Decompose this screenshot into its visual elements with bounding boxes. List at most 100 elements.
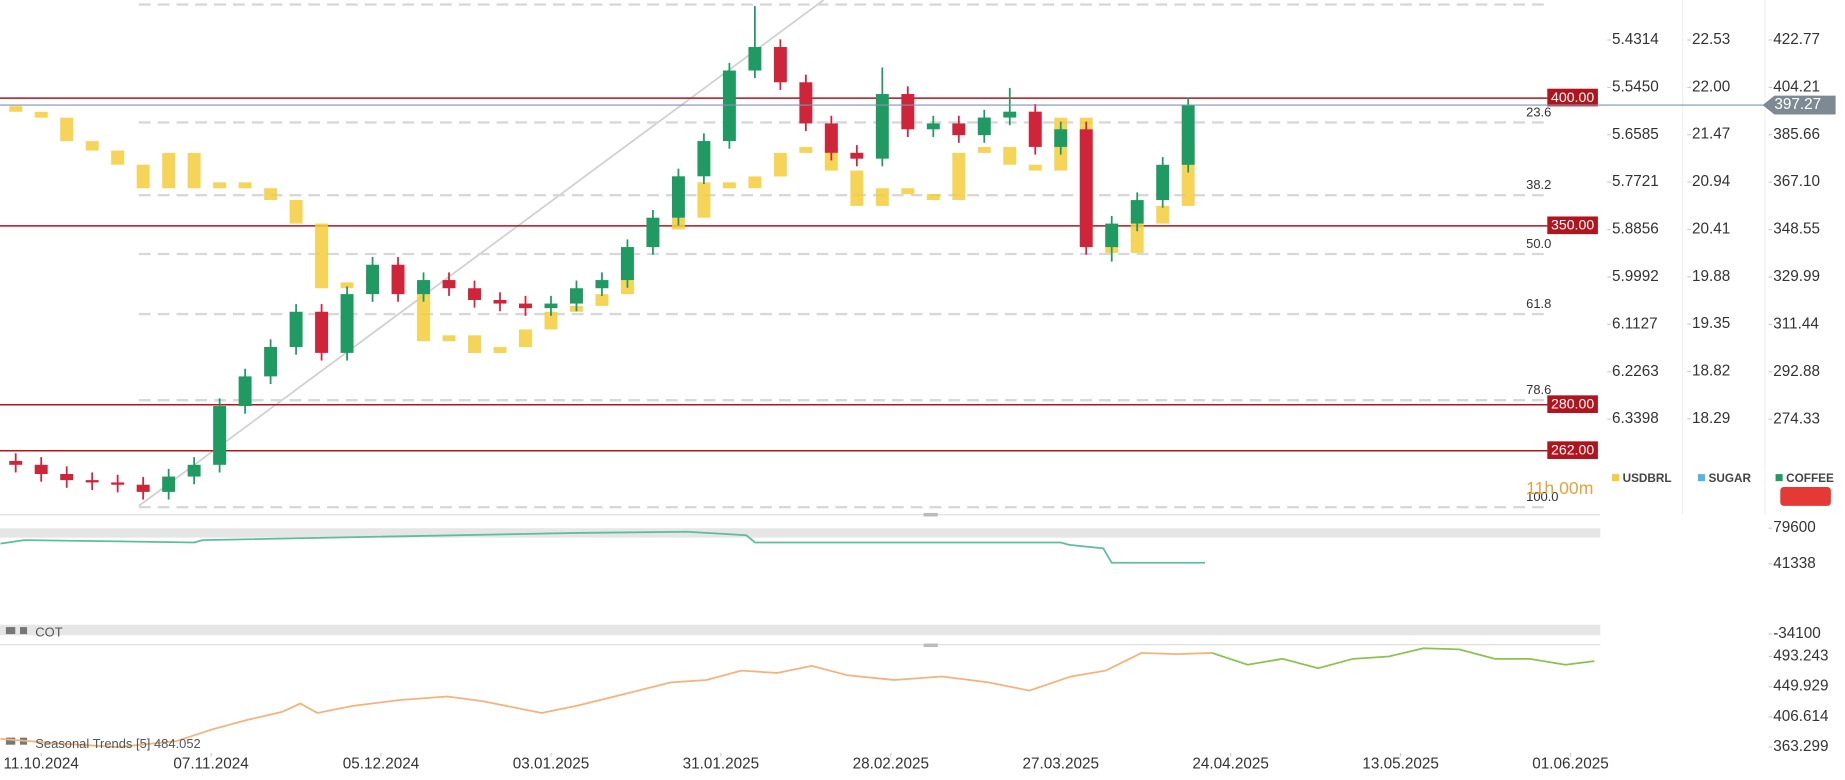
- candle-body: [468, 335, 481, 353]
- candle-body: [366, 264, 380, 295]
- y-tick-label: 6.1127: [1612, 315, 1658, 332]
- y-tick-label: 5.4314: [1612, 31, 1659, 48]
- candle-body: [748, 47, 762, 71]
- y-tick-label: 367.10: [1773, 173, 1820, 190]
- candle-body: [493, 347, 507, 353]
- candle-body: [952, 152, 966, 201]
- candle-body: [1003, 147, 1017, 165]
- x-tick-label: 24.04.2025: [1192, 756, 1268, 773]
- candle-body: [544, 303, 558, 309]
- candle-body: [417, 280, 431, 295]
- y-tick-label: 311.44: [1773, 315, 1819, 332]
- candle-body: [1130, 200, 1144, 224]
- price-level-tag: [1547, 395, 1598, 413]
- fib-label: 50.0: [1526, 236, 1551, 251]
- series-line: [0, 530, 1206, 564]
- x-tick-label: 03.01.2025: [513, 756, 589, 773]
- candle-body: [519, 303, 532, 309]
- legend-label: USDBRL: [1623, 472, 1672, 485]
- candle-body: [111, 482, 125, 485]
- candle-body: [1003, 111, 1017, 118]
- legend-marker: [1775, 474, 1783, 482]
- panel-menu-icon[interactable]: [5, 627, 16, 635]
- y-tick-label: 329.99: [1773, 268, 1820, 285]
- candle-body: [162, 152, 176, 189]
- fib-label: 100.0: [1526, 489, 1558, 504]
- y-tick-label: 274.33: [1773, 410, 1820, 427]
- y-tick-label: 20.94: [1692, 173, 1731, 190]
- candle-body: [187, 464, 201, 477]
- last-price-tag: [1762, 95, 1836, 115]
- y-tick-label: 363.299: [1773, 738, 1828, 755]
- candle-body: [60, 117, 74, 142]
- y-tick-label: 5.5450: [1612, 78, 1659, 95]
- price-level-tag: [1547, 88, 1598, 107]
- y-tick-label: 493.243: [1773, 648, 1828, 665]
- candle-body: [544, 311, 558, 330]
- candle-body: [340, 294, 354, 353]
- candle-body: [136, 164, 150, 189]
- candle-body: [85, 480, 99, 483]
- candle-body: [1156, 164, 1170, 201]
- y-tick-label: 22.53: [1692, 31, 1730, 48]
- price-level-label: 350.00: [1551, 217, 1594, 233]
- candle-body: [850, 170, 864, 206]
- y-tick-label: 18.29: [1692, 410, 1730, 427]
- x-tick-label: 28.02.2025: [853, 756, 929, 773]
- y-tick-label: 348.55: [1773, 221, 1820, 238]
- y-tick-label: 5.7721: [1612, 173, 1659, 190]
- candle-body: [111, 150, 125, 165]
- candle-body: [1156, 205, 1170, 224]
- y-tick-label: 19.88: [1692, 268, 1730, 285]
- candle-body: [569, 288, 583, 304]
- candle-body: [417, 282, 431, 342]
- candle-body: [799, 147, 813, 153]
- candle-body: [901, 188, 915, 195]
- y-tick-label: 449.929: [1773, 678, 1828, 695]
- panel-handle[interactable]: [923, 512, 938, 517]
- candle-body: [1130, 223, 1144, 253]
- action-button[interactable]: [1780, 487, 1831, 506]
- y-tick-label: 5.8856: [1612, 221, 1659, 238]
- candle-body: [977, 117, 991, 136]
- candle-body: [442, 335, 456, 342]
- y-tick-label: 5.6585: [1612, 126, 1659, 143]
- fib-label: 23.6: [1526, 104, 1551, 119]
- candle-body: [977, 147, 991, 153]
- candle-body: [952, 123, 966, 136]
- candle-body: [468, 288, 481, 300]
- candle-body: [391, 264, 405, 295]
- candle-body: [850, 152, 864, 159]
- candle-body: [926, 123, 940, 130]
- candle-body: [875, 188, 889, 206]
- y-tick-label: 21.47: [1692, 126, 1730, 143]
- candle-body: [697, 141, 711, 177]
- y-tick-label: 41338: [1773, 555, 1816, 572]
- candle-body: [773, 47, 787, 83]
- price-level-tag: [1547, 216, 1598, 235]
- y-tick-label: 5.9992: [1612, 268, 1659, 285]
- x-tick-label: 13.05.2025: [1362, 756, 1438, 773]
- panel-handle[interactable]: [923, 643, 938, 648]
- y-tick-label: 422.77: [1773, 31, 1820, 48]
- y-tick-label: 292.88: [1773, 363, 1820, 380]
- candle-body: [264, 347, 278, 377]
- candle-body: [1028, 164, 1042, 171]
- candle-body: [1028, 111, 1042, 147]
- y-tick-label: 20.41: [1692, 220, 1730, 237]
- candle-body: [340, 282, 354, 289]
- price-level-tag: [1547, 441, 1598, 459]
- panel-menu-icon[interactable]: [5, 737, 16, 745]
- candle-body: [1105, 223, 1119, 248]
- candle-body: [34, 464, 48, 475]
- candle-body: [289, 200, 303, 224]
- y-tick-label: 18.82: [1692, 362, 1730, 379]
- panel-close-icon[interactable]: [20, 627, 28, 635]
- panel-label: COT: [35, 624, 62, 639]
- candle-body: [519, 329, 532, 348]
- candle-body: [213, 406, 227, 465]
- x-tick-label: 11.10.2024: [4, 756, 80, 773]
- candle-body: [799, 82, 813, 124]
- y-tick-label: 6.3398: [1612, 410, 1659, 427]
